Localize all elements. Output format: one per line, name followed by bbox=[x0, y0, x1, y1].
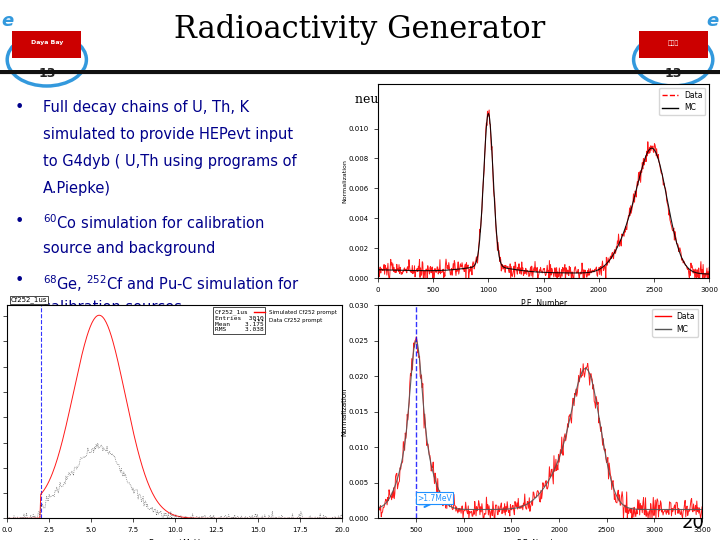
MC bbox=[570, 270, 578, 276]
Data Cf252 prompt bbox=[215, 514, 224, 521]
MC bbox=[698, 507, 706, 513]
Simulated Cf252 prompt bbox=[43, 481, 52, 488]
Text: •: • bbox=[14, 100, 24, 115]
Text: calibration sources: calibration sources bbox=[43, 300, 182, 315]
Data Cf252 prompt bbox=[114, 462, 122, 468]
Line: Data Cf252 prompt: Data Cf252 prompt bbox=[7, 443, 342, 518]
Text: Cf252_1us
Entries  3010
Mean    3.175
RMS     3.038: Cf252_1us Entries 3010 Mean 3.175 RMS 3.… bbox=[215, 309, 264, 333]
Data bbox=[485, 107, 493, 113]
Simulated Cf252 prompt bbox=[95, 312, 104, 319]
MC bbox=[528, 497, 537, 504]
Data bbox=[374, 260, 382, 267]
MC bbox=[524, 268, 533, 274]
Text: simulated to provide HEPevt input: simulated to provide HEPevt input bbox=[43, 127, 293, 142]
MC bbox=[567, 408, 576, 415]
Text: >1.7MeV: >1.7MeV bbox=[417, 494, 452, 503]
Data bbox=[570, 278, 578, 284]
MC bbox=[412, 338, 420, 344]
Data bbox=[698, 504, 706, 510]
Data Cf252 prompt bbox=[44, 498, 53, 504]
Text: $^{252}$Cf prompt signal: $^{252}$Cf prompt signal bbox=[112, 305, 237, 325]
MC bbox=[705, 271, 714, 277]
Data Cf252 prompt bbox=[3, 511, 12, 517]
Data bbox=[691, 502, 700, 509]
Legend: Data, MC: Data, MC bbox=[660, 87, 706, 116]
Data bbox=[705, 264, 714, 271]
Data bbox=[459, 266, 467, 273]
Simulated Cf252 prompt bbox=[247, 515, 256, 522]
Text: to G4dyb ( U,Th using programs of: to G4dyb ( U,Th using programs of bbox=[43, 154, 297, 169]
Text: neutron from Pu-C: neutron from Pu-C bbox=[355, 93, 473, 106]
Data Cf252 prompt bbox=[338, 512, 346, 519]
MC bbox=[549, 467, 558, 474]
Text: source and background: source and background bbox=[43, 240, 215, 255]
Text: 13: 13 bbox=[38, 67, 55, 80]
Simulated Cf252 prompt bbox=[338, 515, 346, 522]
Text: $^{68}$Ge, $^{252}$Cf and Pu-C simulation for: $^{68}$Ge, $^{252}$Cf and Pu-C simulatio… bbox=[43, 273, 300, 294]
Text: $^{252}$Cf delayed signal: $^{252}$Cf delayed signal bbox=[533, 340, 653, 360]
Text: 13: 13 bbox=[665, 67, 682, 80]
Text: •: • bbox=[14, 273, 24, 288]
Text: e: e bbox=[1, 12, 14, 30]
Line: MC: MC bbox=[378, 113, 709, 274]
Line: MC: MC bbox=[378, 341, 702, 510]
Data bbox=[529, 489, 538, 495]
X-axis label: P.E. Number: P.E. Number bbox=[517, 539, 563, 540]
Text: Full decay chains of U, Th, K: Full decay chains of U, Th, K bbox=[43, 100, 249, 115]
Text: Radioactivity Generator: Radioactivity Generator bbox=[174, 14, 546, 45]
Data bbox=[412, 334, 420, 340]
MC bbox=[485, 110, 493, 117]
Data Cf252 prompt bbox=[246, 514, 255, 521]
X-axis label: Energy / MeV: Energy / MeV bbox=[149, 539, 200, 540]
Line: Simulated Cf252 prompt: Simulated Cf252 prompt bbox=[7, 315, 342, 518]
Data bbox=[595, 271, 604, 278]
Text: 20: 20 bbox=[681, 514, 704, 531]
Y-axis label: Normalization: Normalization bbox=[342, 159, 347, 203]
Simulated Cf252 prompt bbox=[246, 515, 254, 522]
Data bbox=[550, 468, 559, 475]
Data bbox=[641, 511, 649, 518]
Data bbox=[432, 269, 441, 275]
Line: Data: Data bbox=[378, 337, 702, 518]
Data bbox=[374, 507, 382, 513]
Text: 大亞灣: 大亞灣 bbox=[667, 40, 679, 45]
Text: •: • bbox=[14, 213, 24, 228]
Text: Daya Bay: Daya Bay bbox=[31, 40, 63, 45]
MC bbox=[374, 267, 382, 273]
MC bbox=[690, 507, 699, 513]
MC bbox=[374, 505, 382, 511]
Data bbox=[531, 494, 539, 501]
Data Cf252 prompt bbox=[137, 498, 145, 505]
Y-axis label: Normalization: Normalization bbox=[341, 387, 347, 436]
FancyBboxPatch shape bbox=[12, 31, 81, 58]
MC bbox=[432, 267, 441, 274]
MC bbox=[624, 217, 632, 223]
MC bbox=[530, 496, 539, 502]
MC bbox=[459, 265, 467, 272]
Data bbox=[624, 216, 632, 222]
Simulated Cf252 prompt bbox=[3, 515, 12, 522]
MC bbox=[595, 266, 604, 272]
Simulated Cf252 prompt bbox=[136, 457, 145, 464]
Line: Data: Data bbox=[378, 110, 709, 287]
Text: $^{60}$Co simulation for calibration: $^{60}$Co simulation for calibration bbox=[43, 213, 264, 232]
Text: Cf252_1us: Cf252_1us bbox=[11, 296, 47, 303]
Data Cf252 prompt bbox=[94, 440, 102, 446]
Simulated Cf252 prompt bbox=[113, 355, 122, 361]
Data bbox=[700, 284, 708, 290]
Legend: Data, MC: Data, MC bbox=[652, 309, 698, 337]
X-axis label: P.E. Number: P.E. Number bbox=[521, 299, 567, 308]
Simulated Cf252 prompt bbox=[215, 515, 223, 522]
Data bbox=[459, 515, 467, 522]
Text: e: e bbox=[706, 12, 719, 30]
MC bbox=[640, 506, 649, 512]
Data Cf252 prompt bbox=[4, 515, 12, 522]
Data bbox=[524, 269, 533, 275]
FancyBboxPatch shape bbox=[639, 31, 708, 58]
Text: A.Piepke): A.Piepke) bbox=[43, 181, 111, 196]
Data bbox=[568, 405, 577, 411]
Legend: Simulated Cf252 prompt, Data Cf252 prompt: Simulated Cf252 prompt, Data Cf252 promp… bbox=[251, 308, 339, 325]
Data Cf252 prompt bbox=[248, 512, 256, 518]
